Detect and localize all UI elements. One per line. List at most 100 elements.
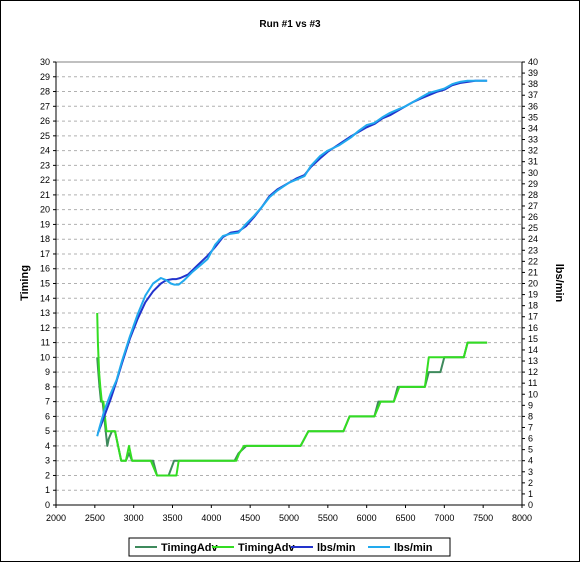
y-left-tick-label: 24 [40,146,50,156]
y-right-tick-label: 18 [528,301,538,311]
series [96,79,488,477]
y-right-tick-label: 24 [528,234,538,244]
x-tick-label: 6000 [357,513,377,523]
y-left-tick-label: 9 [45,367,50,377]
legend-box [128,537,451,557]
axes: 0123456789101112131415161718192021222324… [40,57,538,523]
y-left-tick-label: 21 [40,190,50,200]
y-left-tick-label: 26 [40,116,50,126]
y-left-tick-label: 2 [45,470,50,480]
y-right-tick-label: 31 [528,157,538,167]
y-right-tick-label: 10 [528,389,538,399]
x-tick-label: 4000 [201,513,221,523]
y-right-tick-label: 33 [528,135,538,145]
y-right-tick-label: 5 [528,445,533,455]
series-line-1 [96,312,488,477]
y-right-tick-label: 7 [528,422,533,432]
y-right-tick-label: 37 [528,90,538,100]
y-axis-left-label: Timing [19,265,31,301]
y-left-tick-label: 11 [41,338,50,348]
legend-label: lbs/min [394,542,433,554]
y-left-tick-label: 23 [40,160,50,170]
y-right-tick-label: 14 [528,345,538,355]
y-right-tick-label: 20 [528,279,538,289]
y-right-tick-label: 28 [528,190,538,200]
y-left-tick-label: 18 [40,234,50,244]
chart-title: Run #1 vs #3 [259,19,321,30]
legend: TimingAdv TimingAdv lbs/min lbs/min [128,537,451,557]
y-right-tick-label: 9 [528,400,533,410]
y-right-tick-label: 25 [528,223,538,233]
y-left-tick-label: 19 [40,219,50,229]
y-left-tick-label: 10 [40,352,50,362]
y-right-tick-label: 21 [528,267,538,277]
y-right-tick-label: 30 [528,168,538,178]
y-right-tick-label: 40 [528,57,538,67]
y-right-tick-label: 6 [528,434,533,444]
x-tick-label: 6500 [395,513,415,523]
y-left-tick-label: 1 [45,485,50,495]
x-tick-label: 2500 [85,513,105,523]
y-right-tick-label: 22 [528,256,538,266]
y-right-tick-label: 32 [528,146,538,156]
x-tick-label: 7500 [473,513,493,523]
y-left-tick-label: 13 [40,308,50,318]
x-tick-label: 8000 [512,513,532,523]
y-right-tick-label: 17 [528,312,538,322]
y-right-tick-label: 8 [528,411,533,421]
y-left-tick-label: 28 [40,87,50,97]
y-left-tick-label: 29 [40,72,50,82]
y-right-tick-label: 11 [528,378,537,388]
x-tick-label: 2000 [46,513,66,523]
y-right-tick-label: 23 [528,245,538,255]
y-left-tick-label: 27 [40,101,50,111]
y-left-tick-label: 14 [40,293,50,303]
y-left-tick-label: 4 [45,441,50,451]
y-right-tick-label: 36 [528,101,538,111]
y-right-tick-label: 26 [528,212,538,222]
grid [56,61,522,491]
y-left-tick-label: 5 [45,426,50,436]
legend-label: TimingAdv [238,542,296,554]
y-right-tick-label: 13 [528,356,538,366]
x-tick-label: 7000 [434,513,454,523]
x-tick-label: 4500 [240,513,260,523]
y-left-tick-label: 15 [40,279,50,289]
x-tick-label: 3500 [162,513,182,523]
legend-label: lbs/min [317,542,356,554]
y-right-tick-label: 12 [528,367,538,377]
x-tick-label: 3000 [124,513,144,523]
x-tick-label: 5000 [279,513,299,523]
y-right-tick-label: 15 [528,334,538,344]
y-left-tick-label: 17 [40,249,50,259]
legend-label: TimingAdv [161,542,219,554]
y-right-tick-label: 27 [528,201,538,211]
y-right-tick-label: 3 [528,467,533,477]
series-line-3 [96,79,488,437]
y-right-tick-label: 34 [528,123,538,133]
y-right-tick-label: 4 [528,456,533,466]
y-right-tick-label: 16 [528,323,538,333]
y-left-tick-label: 25 [40,131,50,141]
y-left-tick-label: 6 [45,411,50,421]
y-left-tick-label: 7 [45,397,50,407]
y-right-tick-label: 0 [528,500,533,510]
y-right-tick-label: 35 [528,112,538,122]
y-left-tick-label: 3 [45,456,50,466]
y-right-tick-label: 38 [528,79,538,89]
y-left-tick-label: 16 [40,264,50,274]
y-right-tick-label: 39 [528,68,538,78]
y-right-tick-label: 1 [528,489,533,499]
y-left-tick-label: 22 [40,175,50,185]
y-left-tick-label: 12 [40,323,50,333]
y-left-tick-label: 20 [40,205,50,215]
y-left-tick-label: 0 [45,500,50,510]
y-right-tick-label: 19 [528,290,538,300]
y-right-tick-label: 2 [528,478,533,488]
y-left-tick-label: 8 [45,382,50,392]
y-right-tick-label: 29 [528,179,538,189]
series-line-2 [96,79,488,434]
x-tick-label: 5500 [318,513,338,523]
